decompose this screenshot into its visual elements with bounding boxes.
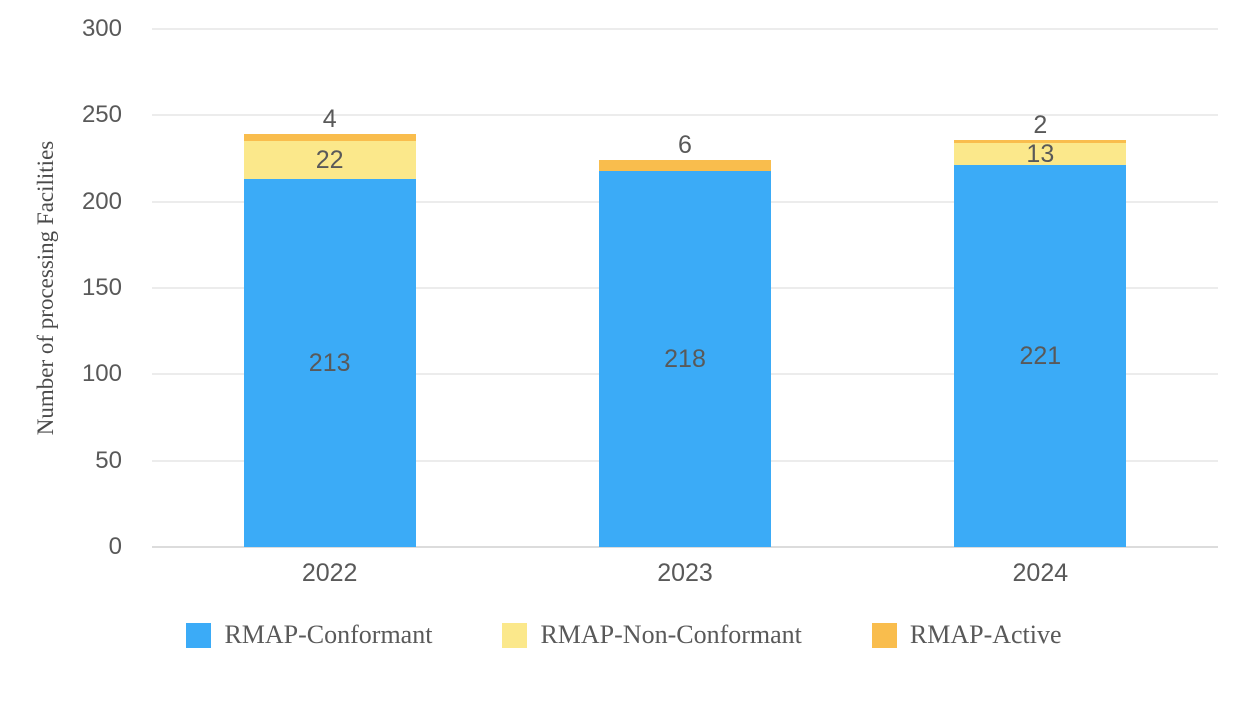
x-axis-label: 2024 — [1012, 559, 1069, 587]
bar-segment-2024-rmap-active[interactable] — [954, 139, 1127, 143]
bar-value-label-above: 2 — [1033, 110, 1048, 139]
y-axis-tick-label: 300 — [81, 15, 122, 42]
x-axis-label: 2023 — [657, 559, 713, 587]
bar-segment-2022-rmap-non-conformant[interactable] — [243, 141, 416, 180]
chart-legend: RMAP-Conformant RMAP-Non-Conformant RMAP… — [0, 620, 1248, 650]
bar-value-label: 221 — [1019, 342, 1062, 371]
y-axis-tick-label: 200 — [81, 187, 122, 215]
y-axis-tick-label: 250 — [81, 101, 122, 129]
x-axis-line — [152, 546, 1218, 548]
bar-segment-2024-rmap-non-conformant[interactable] — [954, 142, 1127, 166]
bar-segment-2022-rmap-active[interactable] — [243, 134, 416, 142]
legend-swatch-conformant-icon — [186, 622, 212, 648]
bar-segment-2023-rmap-conformant[interactable] — [599, 170, 771, 547]
y-axis-tick-label: 50 — [95, 446, 122, 474]
legend-label-active: RMAP-Active — [909, 620, 1062, 649]
y-axis-tick-label: 150 — [81, 274, 122, 301]
legend-swatch-non-conformant-icon — [502, 622, 528, 648]
bar-segment-2022-rmap-conformant[interactable] — [243, 179, 416, 547]
y-axis-tick-label: 100 — [81, 360, 122, 388]
gridline — [152, 28, 1218, 30]
x-axis-label: 2022 — [301, 559, 358, 587]
legend-item-rmap-non-conformant[interactable]: RMAP-Non-Conformant — [502, 620, 802, 650]
y-axis-tick-label: 0 — [108, 533, 122, 560]
bar-value-label: 22 — [315, 146, 344, 175]
legend-label-non-conformant: RMAP-Non-Conformant — [540, 620, 802, 649]
bar-value-label: 13 — [1026, 140, 1055, 169]
bar-value-label: 218 — [664, 344, 706, 373]
plot-area: 213 22 4 2022 218 6 2023 221 13 2 2024 — [152, 28, 1218, 587]
bar-segment-2024-rmap-conformant[interactable] — [954, 165, 1127, 547]
bar-value-label-above: 6 — [678, 131, 692, 160]
gridline — [152, 114, 1218, 117]
bar-value-label-above: 4 — [322, 105, 337, 134]
legend-swatch-active-icon — [871, 622, 897, 648]
legend-item-rmap-active[interactable]: RMAP-Active — [871, 620, 1062, 650]
bar-value-label: 213 — [308, 349, 351, 378]
bar-segment-2023-rmap-active[interactable] — [599, 160, 771, 171]
legend-label-conformant: RMAP-Conformant — [224, 620, 433, 649]
legend-item-rmap-conformant[interactable]: RMAP-Conformant — [186, 620, 432, 650]
